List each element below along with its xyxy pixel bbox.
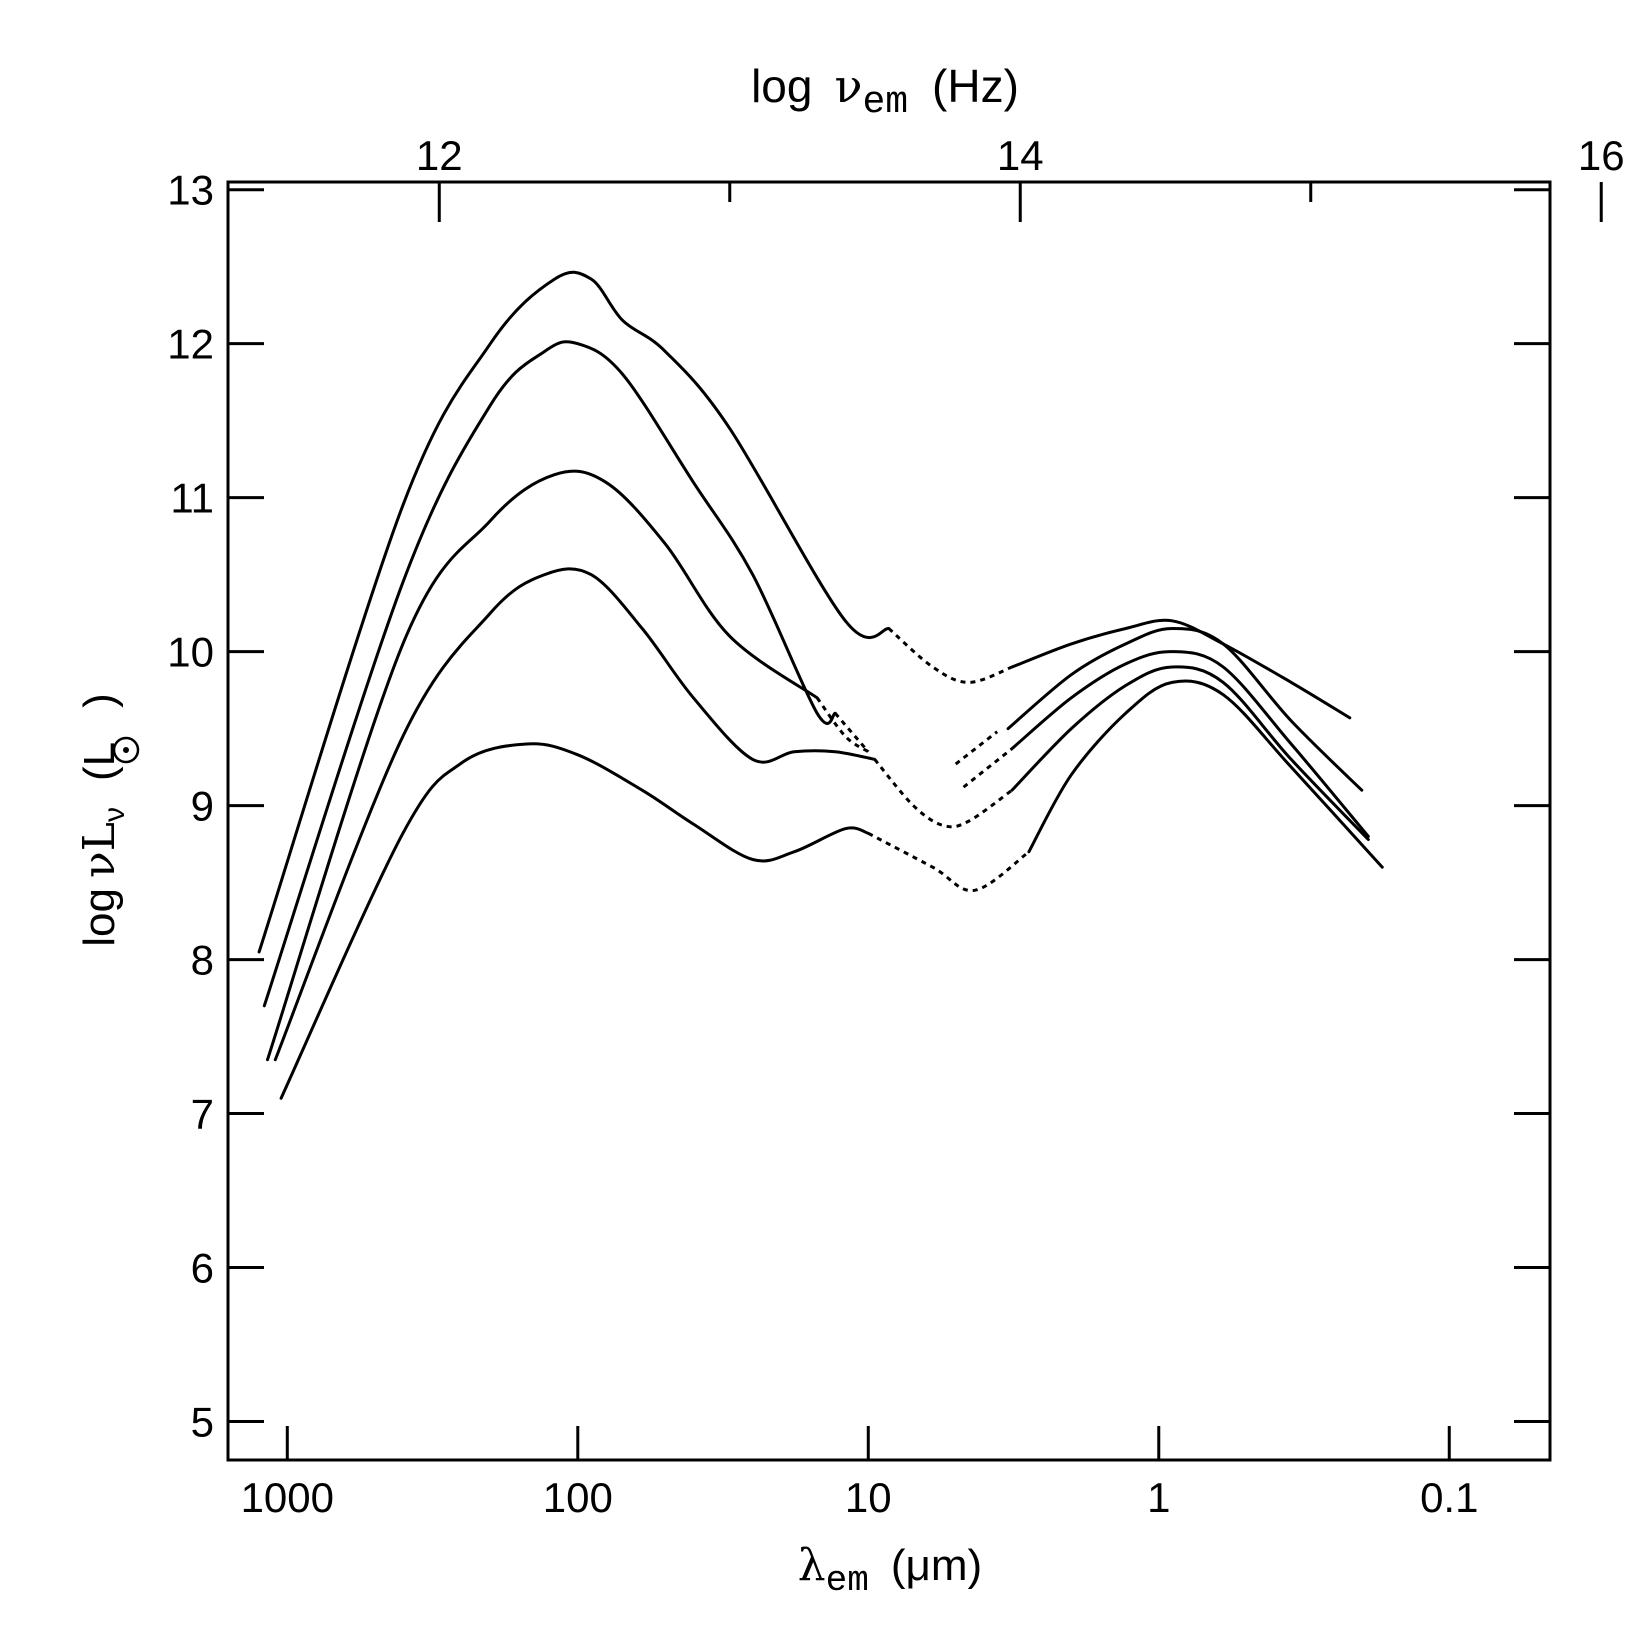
x-tick-label-4: 0.1 — [1420, 1474, 1478, 1521]
series-4-solid-segment-0 — [273, 567, 877, 1062]
series-2-solid-segment-1 — [1006, 627, 1364, 792]
series-1 — [257, 270, 1352, 954]
series-3-solid-segment-0 — [266, 469, 819, 1062]
series-5-dashed-segment-0 — [867, 831, 1030, 892]
plot-frame — [226, 180, 1552, 1462]
y-tick-label-5: 10 — [167, 629, 214, 676]
y-tick-label-3: 8 — [191, 937, 214, 984]
y-axis-ticks: 5 6 7 8 9 10 11 12 13 — [167, 167, 1550, 1446]
series-2-dashed-segment-0 — [834, 712, 870, 753]
x2-tick-label-4: 16 — [1578, 132, 1625, 179]
series-4-dashed-segment-0 — [873, 758, 1013, 829]
series-3-solid-segment-1 — [1010, 650, 1370, 838]
series-5-solid-segment-1 — [1027, 679, 1384, 869]
y-tick-label-0: 5 — [191, 1399, 214, 1446]
series-1-solid-segment-0 — [257, 270, 891, 954]
y-tick-label-2: 7 — [191, 1091, 214, 1138]
x-tick-label-2: 10 — [845, 1474, 892, 1521]
x-axis-label: λem (μm) — [798, 1540, 982, 1601]
x-tick-label-0: 1000 — [241, 1474, 334, 1521]
series-3 — [266, 469, 1370, 1062]
y-tick-label-6: 11 — [170, 475, 214, 522]
series-2-dashed-segment-1 — [954, 730, 999, 766]
top-axis-label: log νem (Hz) — [751, 59, 1019, 124]
series-4 — [273, 567, 1370, 1062]
x-tick-label-3: 1 — [1147, 1474, 1170, 1521]
series-2 — [262, 340, 1364, 1008]
y-tick-label-8: 13 — [167, 167, 214, 214]
x-axis-ticks: 1000 100 10 1 0.1 — [241, 1426, 1478, 1521]
y-tick-label-4: 9 — [191, 783, 214, 830]
series-5-solid-segment-0 — [279, 742, 870, 1100]
series-1-solid-segment-1 — [1010, 618, 1352, 720]
series-3-dashed-segment-0 — [815, 696, 870, 753]
x-tick-label-1: 100 — [543, 1474, 613, 1521]
y-tick-label-1: 6 — [191, 1245, 214, 1292]
series-5 — [279, 679, 1384, 1100]
sun-symbol-icon — [112, 736, 140, 764]
series-4-solid-segment-1 — [1010, 665, 1370, 841]
y-axis-label: logνLν(L) — [74, 693, 131, 946]
x2-tick-label-0: 12 — [416, 132, 463, 179]
series-3-dashed-segment-1 — [962, 747, 1013, 789]
top-axis-ticks: 12 14 16 — [416, 132, 1625, 222]
series-2-solid-segment-0 — [262, 340, 837, 1008]
series-layer — [257, 270, 1384, 1100]
y-tick-label-7: 12 — [167, 321, 214, 368]
series-1-dashed-segment-0 — [887, 627, 1013, 684]
x2-tick-label-2: 14 — [997, 132, 1044, 179]
